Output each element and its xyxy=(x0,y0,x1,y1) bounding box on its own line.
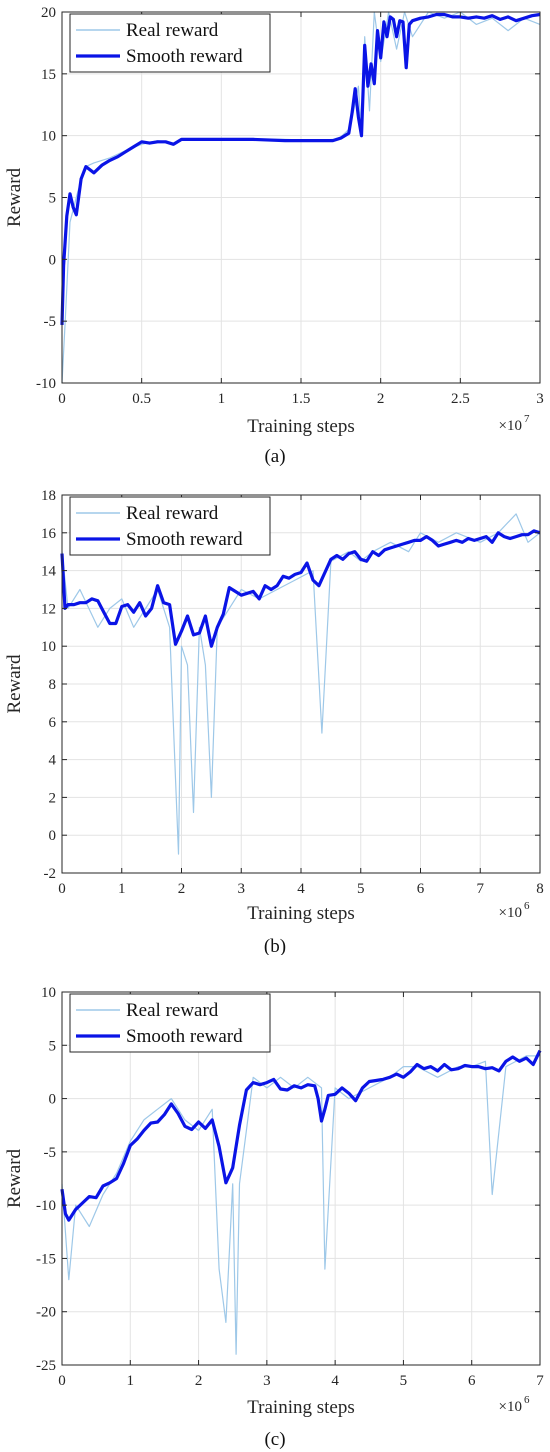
x-axis-label: Training steps xyxy=(247,416,355,437)
x-tick-label: 6 xyxy=(468,1373,476,1389)
y-tick-label: 5 xyxy=(49,191,57,207)
legend: Real reward Smooth reward xyxy=(69,13,271,73)
y-tick-label: 5 xyxy=(49,1038,57,1054)
y-tick-label: 4 xyxy=(49,753,57,769)
x-exponent-base: ×10 xyxy=(499,1399,522,1415)
x-tick-label: 1 xyxy=(118,881,126,897)
y-tick-label: 16 xyxy=(41,526,57,542)
y-tick-label: 8 xyxy=(49,677,57,693)
x-tick-label: 6 xyxy=(417,881,425,897)
x-tick-label: 1.5 xyxy=(292,391,311,407)
y-tick-label: -2 xyxy=(44,866,57,882)
x-tick-label: 3 xyxy=(536,391,544,407)
series-line-smooth-reward xyxy=(60,1049,542,1222)
x-tick-label: 1 xyxy=(218,391,226,407)
y-tick-label: 10 xyxy=(41,129,56,145)
x-tick-label: 4 xyxy=(331,1373,339,1389)
x-exponent-power: 6 xyxy=(524,1394,530,1406)
legend-label: Smooth reward xyxy=(126,1026,243,1047)
y-tick-label: 15 xyxy=(41,67,56,83)
panel-label: (c) xyxy=(264,1429,285,1450)
plot-frame xyxy=(61,991,541,1366)
series-line-smooth-reward xyxy=(60,529,541,648)
x-tick-label: 7 xyxy=(536,1373,544,1389)
y-tick-label: -5 xyxy=(44,1145,57,1161)
y-axis-label: Reward xyxy=(4,167,25,227)
y-tick-label: 2 xyxy=(49,790,57,806)
x-axis-label: Training steps xyxy=(247,1397,355,1418)
x-exponent-power: 7 xyxy=(524,413,530,425)
legend-label: Real reward xyxy=(126,503,219,524)
x-tick-label: 3 xyxy=(263,1373,271,1389)
x-tick-label: 2 xyxy=(195,1373,203,1389)
x-tick-label: 2.5 xyxy=(451,391,470,407)
x-tick-label: 5 xyxy=(400,1373,408,1389)
panel-label: (a) xyxy=(264,446,285,467)
x-tick-label: 4 xyxy=(297,881,305,897)
y-axis-label: Reward xyxy=(4,654,25,714)
series-line-smooth-reward xyxy=(60,12,541,325)
panel-label: (b) xyxy=(264,936,286,955)
x-tick-label: 2 xyxy=(377,391,385,407)
x-axis-label: Training steps xyxy=(247,903,355,924)
y-tick-label: -5 xyxy=(44,314,57,330)
legend-label: Real reward xyxy=(126,20,219,41)
x-tick-label: 7 xyxy=(477,881,485,897)
y-tick-label: 0 xyxy=(49,828,57,844)
x-tick-label: 0 xyxy=(58,391,66,407)
legend-label: Smooth reward xyxy=(126,46,243,67)
x-tick-label: 1 xyxy=(127,1373,135,1389)
y-tick-label: 10 xyxy=(41,639,56,655)
y-tick-label: 20 xyxy=(41,5,56,21)
x-tick-label: 0.5 xyxy=(132,391,151,407)
x-exponent-base: ×10 xyxy=(499,905,522,921)
chart-panel-a: 0 0.5 1 1.5 2 2.5 3 -10 -5 0 5 10 15 20 Training steps… xyxy=(4,5,544,467)
x-tick-label: 0 xyxy=(58,1373,66,1389)
x-tick-label: 5 xyxy=(357,881,365,897)
legend: Real reward Smooth reward xyxy=(69,993,271,1053)
x-tick-label: 8 xyxy=(536,881,544,897)
y-tick-label: -20 xyxy=(36,1305,56,1321)
y-tick-label: 6 xyxy=(49,715,57,731)
y-tick-label: 10 xyxy=(41,985,56,1001)
y-tick-label: 0 xyxy=(49,252,57,268)
y-tick-label: -25 xyxy=(36,1358,56,1374)
y-tick-label: 14 xyxy=(41,564,57,580)
y-tick-label: 18 xyxy=(41,488,56,504)
y-tick-label: -15 xyxy=(36,1251,56,1267)
series-line-real-reward xyxy=(61,1055,540,1355)
y-tick-label: 0 xyxy=(49,1092,57,1108)
x-tick-label: 0 xyxy=(58,881,66,897)
y-tick-label: -10 xyxy=(36,1198,56,1214)
legend-label: Real reward xyxy=(126,1000,219,1021)
y-tick-label: -10 xyxy=(36,376,56,392)
x-tick-label: 2 xyxy=(178,881,186,897)
legend: Real reward Smooth reward xyxy=(69,496,271,556)
legend-box xyxy=(69,496,271,556)
x-tick-label: 3 xyxy=(238,881,246,897)
x-exponent-base: ×10 xyxy=(499,418,522,434)
y-axis-label: Reward xyxy=(4,1148,25,1208)
x-exponent-power: 6 xyxy=(524,900,530,912)
legend-label: Smooth reward xyxy=(126,529,243,550)
legend-box xyxy=(69,993,271,1053)
legend-box xyxy=(69,13,271,73)
y-tick-label: 12 xyxy=(41,601,56,617)
